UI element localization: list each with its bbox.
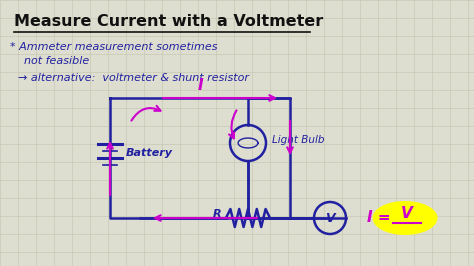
- Text: not feasible: not feasible: [10, 56, 89, 66]
- Text: * Ammeter measurement sometimes: * Ammeter measurement sometimes: [10, 42, 218, 52]
- Text: R: R: [212, 209, 221, 219]
- Text: Battery: Battery: [126, 148, 173, 158]
- Text: I =: I =: [367, 210, 391, 226]
- Text: I: I: [197, 78, 203, 94]
- Text: Light Bulb: Light Bulb: [272, 135, 325, 145]
- Ellipse shape: [373, 201, 438, 235]
- Text: V: V: [325, 211, 335, 225]
- Text: V: V: [401, 206, 413, 221]
- Text: Measure Current with a Voltmeter: Measure Current with a Voltmeter: [14, 14, 323, 29]
- Text: → alternative:  voltmeter & shunt resistor: → alternative: voltmeter & shunt resisto…: [18, 73, 249, 83]
